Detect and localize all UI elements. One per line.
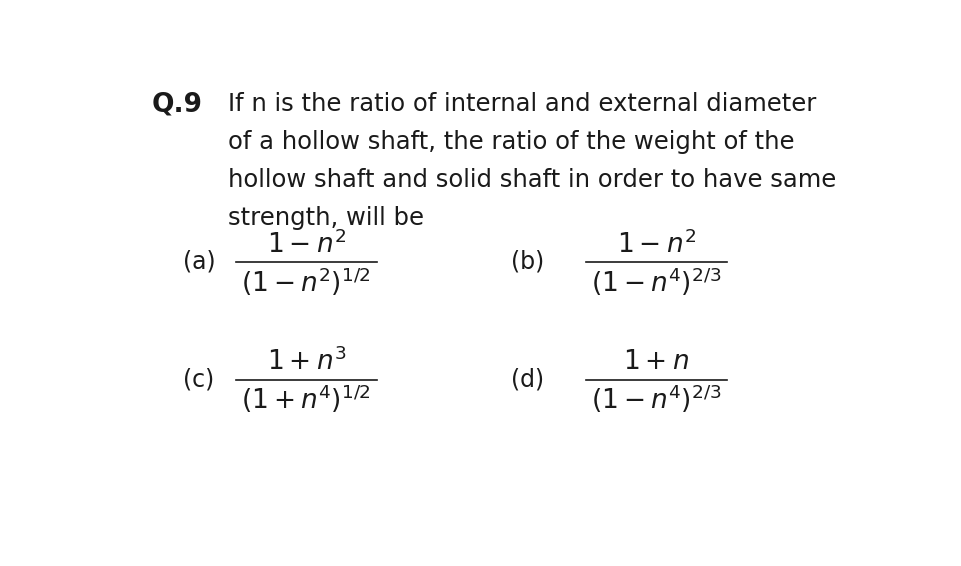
Text: hollow shaft and solid shaft in order to have same: hollow shaft and solid shaft in order to…: [228, 168, 836, 192]
Text: If n is the ratio of internal and external diameter: If n is the ratio of internal and extern…: [228, 92, 817, 116]
Text: $1+n$: $1+n$: [624, 349, 689, 375]
Text: $1-n^2$: $1-n^2$: [267, 230, 346, 259]
Text: $1+n^3$: $1+n^3$: [266, 348, 346, 376]
Text: (a): (a): [184, 250, 216, 274]
Text: of a hollow shaft, the ratio of the weight of the: of a hollow shaft, the ratio of the weig…: [228, 130, 795, 154]
Text: Q.9: Q.9: [152, 92, 203, 118]
Text: $1-n^2$: $1-n^2$: [617, 230, 696, 259]
Text: $\left(1-n^2\right)^{1/2}$: $\left(1-n^2\right)^{1/2}$: [241, 265, 371, 298]
Text: $\left(1-n^4\right)^{2/3}$: $\left(1-n^4\right)^{2/3}$: [591, 383, 722, 415]
Text: (c): (c): [184, 367, 214, 392]
Text: (b): (b): [511, 250, 544, 274]
Text: $\left(1+n^4\right)^{1/2}$: $\left(1+n^4\right)^{1/2}$: [241, 383, 371, 415]
Text: strength, will be: strength, will be: [228, 205, 424, 230]
Text: $\left(1-n^4\right)^{2/3}$: $\left(1-n^4\right)^{2/3}$: [591, 265, 722, 298]
Text: (d): (d): [511, 367, 544, 392]
